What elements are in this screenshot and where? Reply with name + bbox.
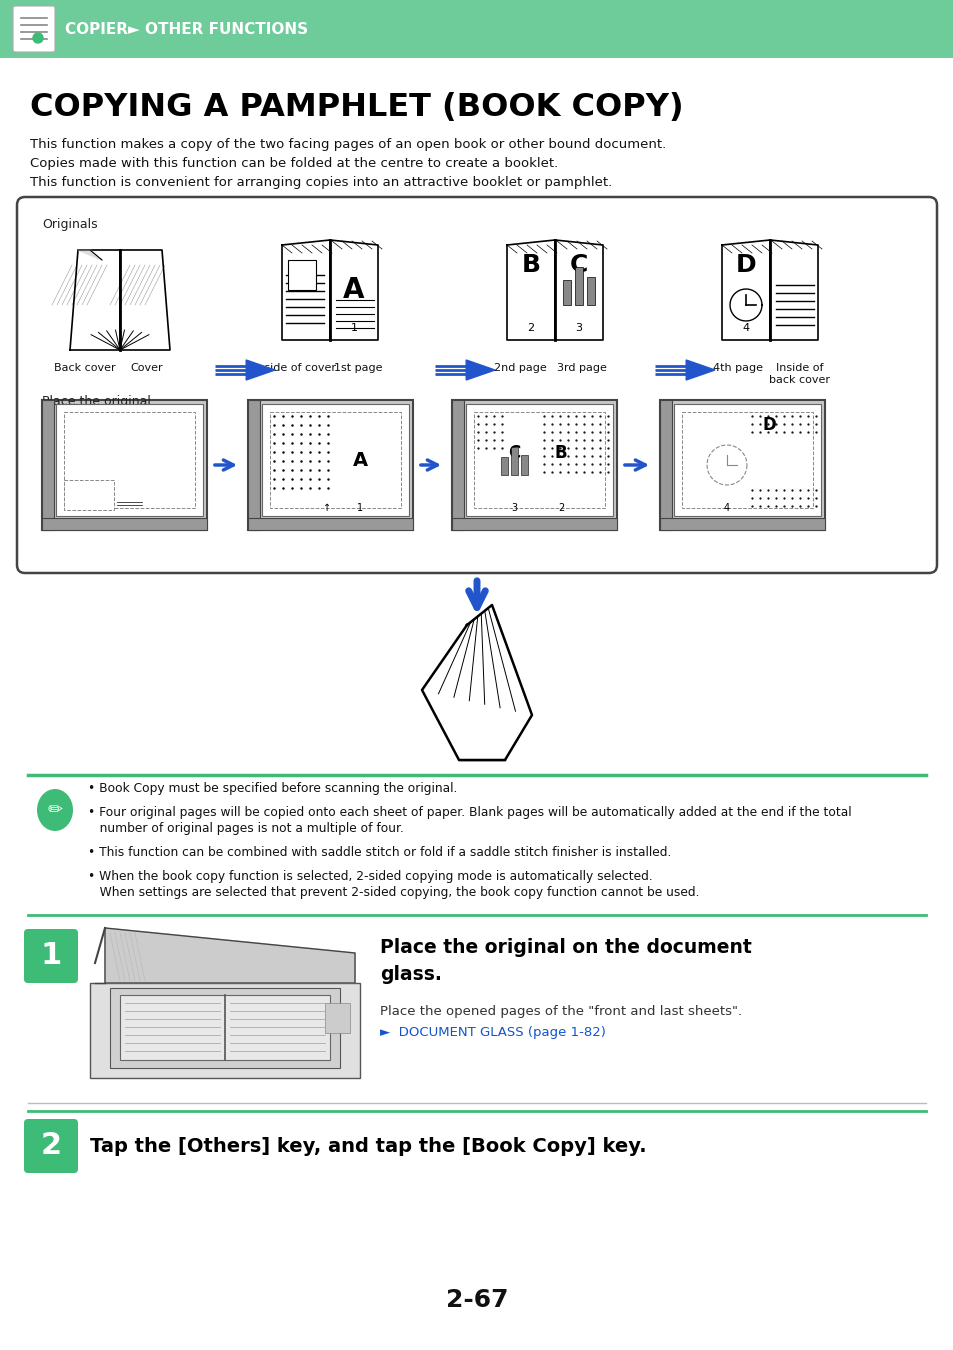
Bar	[56, 404, 203, 516]
Bar	[586, 277, 595, 305]
Bar	[42, 400, 207, 531]
Text: 1: 1	[350, 323, 357, 333]
Bar	[288, 261, 315, 290]
Bar	[500, 458, 507, 475]
Bar	[575, 267, 582, 305]
Text: Inside of
back cover: Inside of back cover	[769, 363, 830, 385]
Text: Place the original: Place the original	[42, 396, 151, 408]
Polygon shape	[466, 360, 495, 379]
Polygon shape	[246, 360, 274, 379]
Polygon shape	[555, 240, 602, 340]
Text: 1: 1	[356, 504, 363, 513]
Text: 2: 2	[527, 323, 534, 333]
Text: B: B	[554, 444, 567, 462]
Bar	[452, 400, 617, 531]
Text: ↑: ↑	[323, 504, 331, 513]
FancyBboxPatch shape	[24, 929, 78, 983]
Text: 2: 2	[40, 1131, 62, 1161]
Text: 2nd page: 2nd page	[493, 363, 546, 373]
Bar	[42, 400, 54, 531]
Text: COPYING A PAMPHLET (BOOK COPY): COPYING A PAMPHLET (BOOK COPY)	[30, 92, 683, 123]
Bar	[452, 518, 617, 531]
Polygon shape	[685, 360, 714, 379]
FancyBboxPatch shape	[13, 5, 55, 53]
Polygon shape	[769, 240, 817, 340]
Polygon shape	[506, 240, 555, 340]
Circle shape	[33, 32, 43, 43]
Bar	[659, 400, 671, 531]
Text: 3: 3	[511, 504, 517, 513]
FancyBboxPatch shape	[24, 1119, 78, 1173]
Bar	[64, 481, 113, 510]
Bar	[42, 518, 207, 531]
Text: 4: 4	[723, 504, 729, 513]
Polygon shape	[120, 250, 170, 350]
Bar	[248, 518, 413, 531]
Bar	[474, 412, 604, 508]
Polygon shape	[421, 605, 532, 760]
Text: D: D	[761, 416, 775, 433]
Text: This function makes a copy of the two facing pages of an open book or other boun: This function makes a copy of the two fa…	[30, 138, 665, 151]
Bar	[465, 404, 613, 516]
Polygon shape	[105, 927, 355, 983]
Bar	[520, 455, 527, 475]
Polygon shape	[330, 240, 377, 340]
Bar	[511, 447, 517, 475]
Bar	[452, 400, 463, 531]
Bar	[110, 988, 339, 1068]
Text: C: C	[507, 444, 519, 462]
Text: Copies made with this function can be folded at the centre to create a booklet.: Copies made with this function can be fo…	[30, 157, 558, 170]
Bar	[562, 279, 571, 305]
Text: ✏: ✏	[48, 801, 63, 819]
Bar	[90, 983, 359, 1079]
Text: Place the original on the document
glass.: Place the original on the document glass…	[379, 938, 751, 984]
Ellipse shape	[37, 788, 73, 832]
Text: Cover: Cover	[131, 363, 163, 373]
Text: 4: 4	[741, 323, 749, 333]
Bar	[0, 0, 953, 58]
Text: 3: 3	[575, 323, 582, 333]
Text: A: A	[343, 275, 364, 304]
Text: Inside of cover: Inside of cover	[253, 363, 335, 373]
Bar	[120, 995, 330, 1060]
Text: • When the book copy function is selected, 2-sided copying mode is automatically: • When the book copy function is selecte…	[88, 869, 652, 883]
Text: Back cover: Back cover	[54, 363, 115, 373]
Text: A: A	[352, 451, 367, 470]
Text: B: B	[521, 252, 540, 277]
Bar	[262, 404, 409, 516]
Bar	[681, 412, 812, 508]
Bar	[659, 518, 824, 531]
Bar	[248, 400, 260, 531]
Text: 1st page: 1st page	[334, 363, 382, 373]
Text: • Book Copy must be specified before scanning the original.: • Book Copy must be specified before sca…	[88, 782, 456, 795]
Bar	[325, 1003, 350, 1033]
Bar	[270, 412, 400, 508]
Text: number of original pages is not a multiple of four.: number of original pages is not a multip…	[88, 822, 403, 836]
Text: C: C	[569, 252, 588, 277]
Polygon shape	[721, 240, 769, 340]
Text: 2: 2	[558, 504, 563, 513]
Bar	[659, 400, 824, 531]
Text: • This function can be combined with saddle stitch or fold if a saddle stitch fi: • This function can be combined with sad…	[88, 846, 671, 859]
Bar	[64, 412, 194, 508]
Text: 2-67: 2-67	[445, 1288, 508, 1312]
Text: 1: 1	[40, 941, 62, 971]
Bar	[248, 400, 413, 531]
Text: When settings are selected that prevent 2-sided copying, the book copy function : When settings are selected that prevent …	[88, 886, 699, 899]
Text: • Four original pages will be copied onto each sheet of paper. Blank pages will : • Four original pages will be copied ont…	[88, 806, 851, 819]
Text: ►  DOCUMENT GLASS (page 1-82): ► DOCUMENT GLASS (page 1-82)	[379, 1026, 605, 1040]
Polygon shape	[282, 240, 330, 340]
Text: 3rd page: 3rd page	[557, 363, 606, 373]
Text: Place the opened pages of the "front and last sheets".: Place the opened pages of the "front and…	[379, 1004, 741, 1018]
Text: D: D	[735, 252, 756, 277]
Bar	[673, 404, 821, 516]
Polygon shape	[78, 250, 102, 261]
FancyBboxPatch shape	[17, 197, 936, 572]
Text: 4th page: 4th page	[712, 363, 762, 373]
Text: Originals: Originals	[42, 217, 97, 231]
Text: Tap the [Others] key, and tap the [Book Copy] key.: Tap the [Others] key, and tap the [Book …	[90, 1137, 646, 1156]
Text: This function is convenient for arranging copies into an attractive booklet or p: This function is convenient for arrangin…	[30, 176, 612, 189]
Polygon shape	[70, 250, 120, 350]
Text: COPIER► OTHER FUNCTIONS: COPIER► OTHER FUNCTIONS	[65, 22, 308, 36]
